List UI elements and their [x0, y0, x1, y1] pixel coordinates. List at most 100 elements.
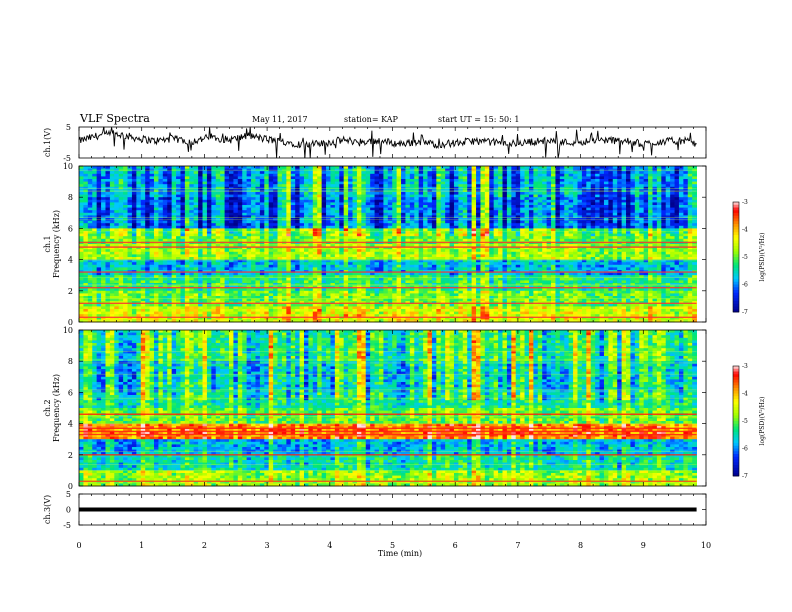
spectrogram-cell — [255, 197, 261, 201]
spectrogram-cell — [692, 233, 697, 237]
spectrogram-cell — [599, 184, 605, 188]
spectrogram-cell — [626, 205, 631, 208]
spectrogram-cell — [114, 212, 120, 216]
spectrogram-cell — [242, 249, 248, 253]
spectrogram-cell — [648, 173, 653, 177]
spectrogram-cell — [401, 228, 406, 232]
spectrogram-cell — [149, 210, 155, 214]
spectrogram-cell — [506, 225, 512, 229]
spectrogram-cell — [378, 246, 384, 250]
spectrogram-cell — [612, 192, 618, 195]
spectrogram-cell — [528, 251, 534, 255]
spectrogram-cell — [317, 254, 323, 258]
spectrogram-cell — [559, 220, 565, 224]
spectrogram-cell — [339, 215, 345, 219]
spectrogram-cell — [630, 199, 636, 203]
spectrogram-cell — [546, 205, 552, 208]
spectrogram-cell — [414, 210, 420, 214]
spectrogram-cell — [678, 210, 684, 214]
spectrogram-cell — [612, 251, 618, 255]
spectrogram-cell — [378, 244, 384, 247]
spectrogram-cell — [409, 179, 415, 182]
spectrogram-cell — [136, 210, 142, 214]
spectrogram-cell — [290, 249, 296, 253]
spectrogram-cell — [630, 173, 636, 177]
spectrogram-cell — [427, 194, 433, 198]
spectrogram-cell — [374, 249, 380, 253]
spectrogram-cell — [489, 220, 495, 224]
spectrogram-cell — [290, 171, 296, 175]
spectrogram-cell — [370, 244, 375, 247]
spectrogram-cell — [493, 184, 499, 188]
spectrogram-cell — [581, 231, 587, 234]
spectrogram-cell — [634, 251, 640, 255]
spectrogram-cell — [484, 166, 490, 169]
spectrogram-cell — [608, 228, 614, 232]
spectrogram-cell — [87, 231, 93, 234]
spectrogram-cell — [612, 176, 618, 180]
spectrogram-cell — [308, 231, 314, 234]
spectrogram-cell — [674, 223, 680, 227]
spectrogram-cell — [674, 228, 680, 232]
spectrogram-cell — [471, 246, 477, 250]
spectrogram-cell — [96, 244, 102, 247]
spectrogram-cell — [401, 202, 406, 206]
spectrogram-cell — [515, 223, 521, 227]
spectrogram-cell — [626, 246, 631, 250]
spectrogram-cell — [599, 205, 605, 208]
spectrogram-cell — [405, 238, 411, 242]
spectrogram-cell — [568, 197, 574, 201]
spectrogram-cell — [436, 225, 442, 229]
spectrogram-cell — [171, 192, 177, 195]
spectrogram-cell — [511, 199, 517, 203]
spectrogram-cell — [299, 194, 305, 198]
spectrogram-cell — [180, 192, 186, 195]
spectrogram-cell — [599, 179, 605, 182]
spectrogram-cell — [180, 199, 186, 203]
spectrogram-cell — [83, 171, 89, 175]
spectrogram-cell — [383, 249, 389, 253]
spectrogram-cell — [87, 199, 93, 203]
spectrogram-cell — [559, 181, 565, 185]
spectrogram-cell — [617, 223, 622, 227]
spectrogram-cell — [568, 220, 574, 224]
spectrogram-cell — [136, 173, 142, 177]
spectrogram-cell — [83, 205, 89, 208]
spectrogram-cell — [661, 197, 667, 201]
spectrogram-cell — [665, 228, 671, 232]
spectrogram-cell — [542, 202, 548, 206]
spectrogram-cell — [145, 210, 150, 214]
spectrogram-cell — [131, 192, 137, 195]
spectrogram-cell — [334, 166, 340, 169]
spectrogram-cell — [524, 251, 530, 255]
spectrogram-cell — [467, 246, 473, 250]
spectrogram-cell — [167, 199, 173, 203]
spectrogram-cell — [118, 166, 124, 169]
spectrogram-cell — [648, 207, 653, 211]
spectrogram-cell — [462, 233, 468, 237]
spectrogram-cell — [233, 228, 239, 232]
spectrogram-cell — [423, 215, 428, 219]
spectrogram-cell — [511, 171, 517, 175]
spectrogram-cell — [542, 192, 548, 195]
spectrogram-cell — [123, 210, 128, 214]
spectrogram-cell — [303, 199, 309, 203]
spectrogram-cell — [449, 194, 455, 198]
spectrogram-cell — [251, 233, 256, 237]
spectrogram-cell — [515, 184, 521, 188]
spectrogram-cell — [317, 197, 323, 201]
spectrogram-cell — [193, 179, 199, 182]
spectrogram-cell — [670, 236, 675, 240]
spectrogram-cell — [290, 192, 296, 195]
spectrogram-cell — [109, 194, 115, 198]
spectrogram-cell — [370, 233, 375, 237]
spectrogram-cell — [665, 176, 671, 180]
spectrogram-cell — [409, 181, 415, 185]
spectrogram-cell — [656, 225, 662, 229]
spectrogram-cell — [153, 231, 159, 234]
spectrogram-cell — [176, 181, 181, 185]
spectrogram-cell — [330, 176, 336, 180]
spectrogram-cell — [268, 197, 274, 201]
spectrogram-cell — [145, 171, 150, 175]
spectrogram-cell — [674, 225, 680, 229]
